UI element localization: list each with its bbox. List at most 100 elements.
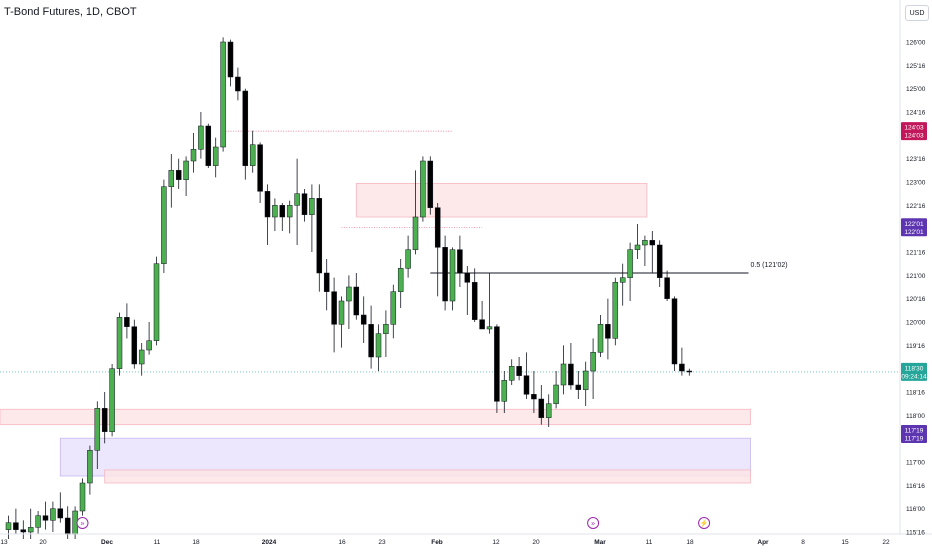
- candle-body[interactable]: [220, 41, 226, 148]
- candle-body[interactable]: [457, 249, 463, 274]
- candle-body[interactable]: [553, 384, 559, 404]
- candle-body[interactable]: [634, 244, 641, 250]
- candle-body[interactable]: [138, 349, 145, 365]
- candle-body[interactable]: [294, 193, 300, 206]
- supply-demand-zone-red[interactable]: [0, 408, 751, 426]
- candle-body[interactable]: [619, 277, 626, 283]
- candle-body[interactable]: [131, 326, 138, 365]
- candle-body[interactable]: [368, 324, 374, 358]
- candle-body[interactable]: [124, 317, 130, 327]
- candle-body[interactable]: [597, 324, 604, 353]
- candle-body[interactable]: [57, 508, 64, 519]
- candle-body[interactable]: [346, 286, 352, 302]
- candle-body[interactable]: [257, 144, 263, 192]
- candle-body[interactable]: [5, 522, 12, 530]
- candle-body[interactable]: [560, 363, 567, 386]
- candle-body[interactable]: [264, 191, 271, 218]
- candle-body[interactable]: [545, 403, 552, 418]
- candle-body[interactable]: [405, 249, 411, 269]
- price-label-purple[interactable]: [901, 218, 927, 237]
- candle-body[interactable]: [397, 268, 404, 292]
- candle-body[interactable]: [161, 186, 167, 264]
- flash-event-icon[interactable]: [698, 517, 711, 529]
- candle-body[interactable]: [272, 205, 278, 218]
- candle-body[interactable]: [279, 205, 286, 218]
- candle-body[interactable]: [116, 317, 123, 369]
- candle-body[interactable]: [449, 249, 456, 302]
- candle-body[interactable]: [383, 324, 389, 334]
- candle-body[interactable]: [109, 368, 115, 432]
- candle-body[interactable]: [205, 125, 212, 166]
- candle-body[interactable]: [168, 170, 175, 187]
- candle-body[interactable]: [175, 170, 182, 180]
- price-label-last[interactable]: [901, 362, 927, 381]
- candle-body[interactable]: [442, 247, 448, 302]
- candle-body[interactable]: [35, 515, 41, 528]
- candle-body[interactable]: [87, 450, 93, 484]
- currency-button[interactable]: USD: [905, 5, 929, 21]
- candle-body[interactable]: [656, 244, 663, 278]
- candle-body[interactable]: [212, 146, 219, 166]
- candle-body[interactable]: [494, 326, 500, 402]
- candle-body[interactable]: [27, 527, 34, 533]
- price-label-purple[interactable]: [901, 425, 927, 443]
- supply-demand-zone-red[interactable]: [104, 469, 751, 484]
- candle-body[interactable]: [331, 291, 337, 325]
- candle-body[interactable]: [101, 408, 108, 432]
- candle-body[interactable]: [516, 366, 522, 376]
- candle-body[interactable]: [64, 517, 71, 535]
- candle-body[interactable]: [79, 482, 86, 512]
- candle-body[interactable]: [642, 240, 648, 246]
- candle-body[interactable]: [146, 340, 152, 351]
- candle-body[interactable]: [538, 398, 545, 418]
- candle-body[interactable]: [427, 160, 434, 208]
- candle-body[interactable]: [183, 160, 189, 180]
- candle-body[interactable]: [679, 363, 685, 372]
- candle-body[interactable]: [390, 291, 397, 325]
- candle-body[interactable]: [153, 263, 160, 341]
- candle-body[interactable]: [227, 41, 234, 78]
- dividend-event-icon[interactable]: [76, 517, 89, 529]
- candle-body[interactable]: [531, 394, 537, 400]
- candle-body[interactable]: [582, 370, 589, 390]
- candle-body[interactable]: [20, 529, 27, 533]
- candle-body[interactable]: [316, 198, 323, 274]
- candle-body[interactable]: [235, 76, 241, 92]
- candle-body[interactable]: [242, 90, 249, 166]
- candle-body[interactable]: [94, 408, 101, 451]
- candle-body[interactable]: [353, 286, 360, 316]
- candle-body[interactable]: [664, 277, 670, 299]
- candle-body[interactable]: [575, 384, 582, 390]
- candle-body[interactable]: [471, 282, 478, 320]
- candle-body[interactable]: [605, 324, 611, 339]
- candle-body[interactable]: [671, 298, 678, 365]
- candle-body[interactable]: [198, 125, 204, 150]
- candle-body[interactable]: [286, 205, 293, 218]
- candle-body[interactable]: [464, 272, 471, 283]
- candle-body[interactable]: [323, 272, 330, 292]
- candle-body[interactable]: [486, 326, 493, 330]
- dividend-event-icon[interactable]: [587, 517, 600, 529]
- candle-body[interactable]: [686, 370, 693, 373]
- candle-body[interactable]: [249, 144, 256, 166]
- candle-body[interactable]: [523, 375, 530, 395]
- candle-body[interactable]: [309, 198, 315, 215]
- candle-body[interactable]: [434, 207, 441, 248]
- candle-body[interactable]: [568, 363, 574, 386]
- price-label-red[interactable]: [901, 122, 927, 141]
- candle-body[interactable]: [42, 515, 49, 521]
- candle-body[interactable]: [420, 160, 426, 218]
- candle-body[interactable]: [627, 249, 633, 278]
- supply-demand-zone-red[interactable]: [355, 182, 648, 218]
- candle-body[interactable]: [190, 149, 197, 162]
- candle-body[interactable]: [50, 508, 56, 521]
- candle-body[interactable]: [360, 314, 367, 325]
- candle-body[interactable]: [375, 333, 382, 358]
- symbol-title[interactable]: T-Bond Futures, 1D, CBOT: [4, 6, 137, 18]
- candle-body[interactable]: [612, 282, 619, 339]
- candle-body[interactable]: [13, 522, 19, 530]
- candle-body[interactable]: [412, 216, 419, 250]
- candle-body[interactable]: [508, 366, 515, 381]
